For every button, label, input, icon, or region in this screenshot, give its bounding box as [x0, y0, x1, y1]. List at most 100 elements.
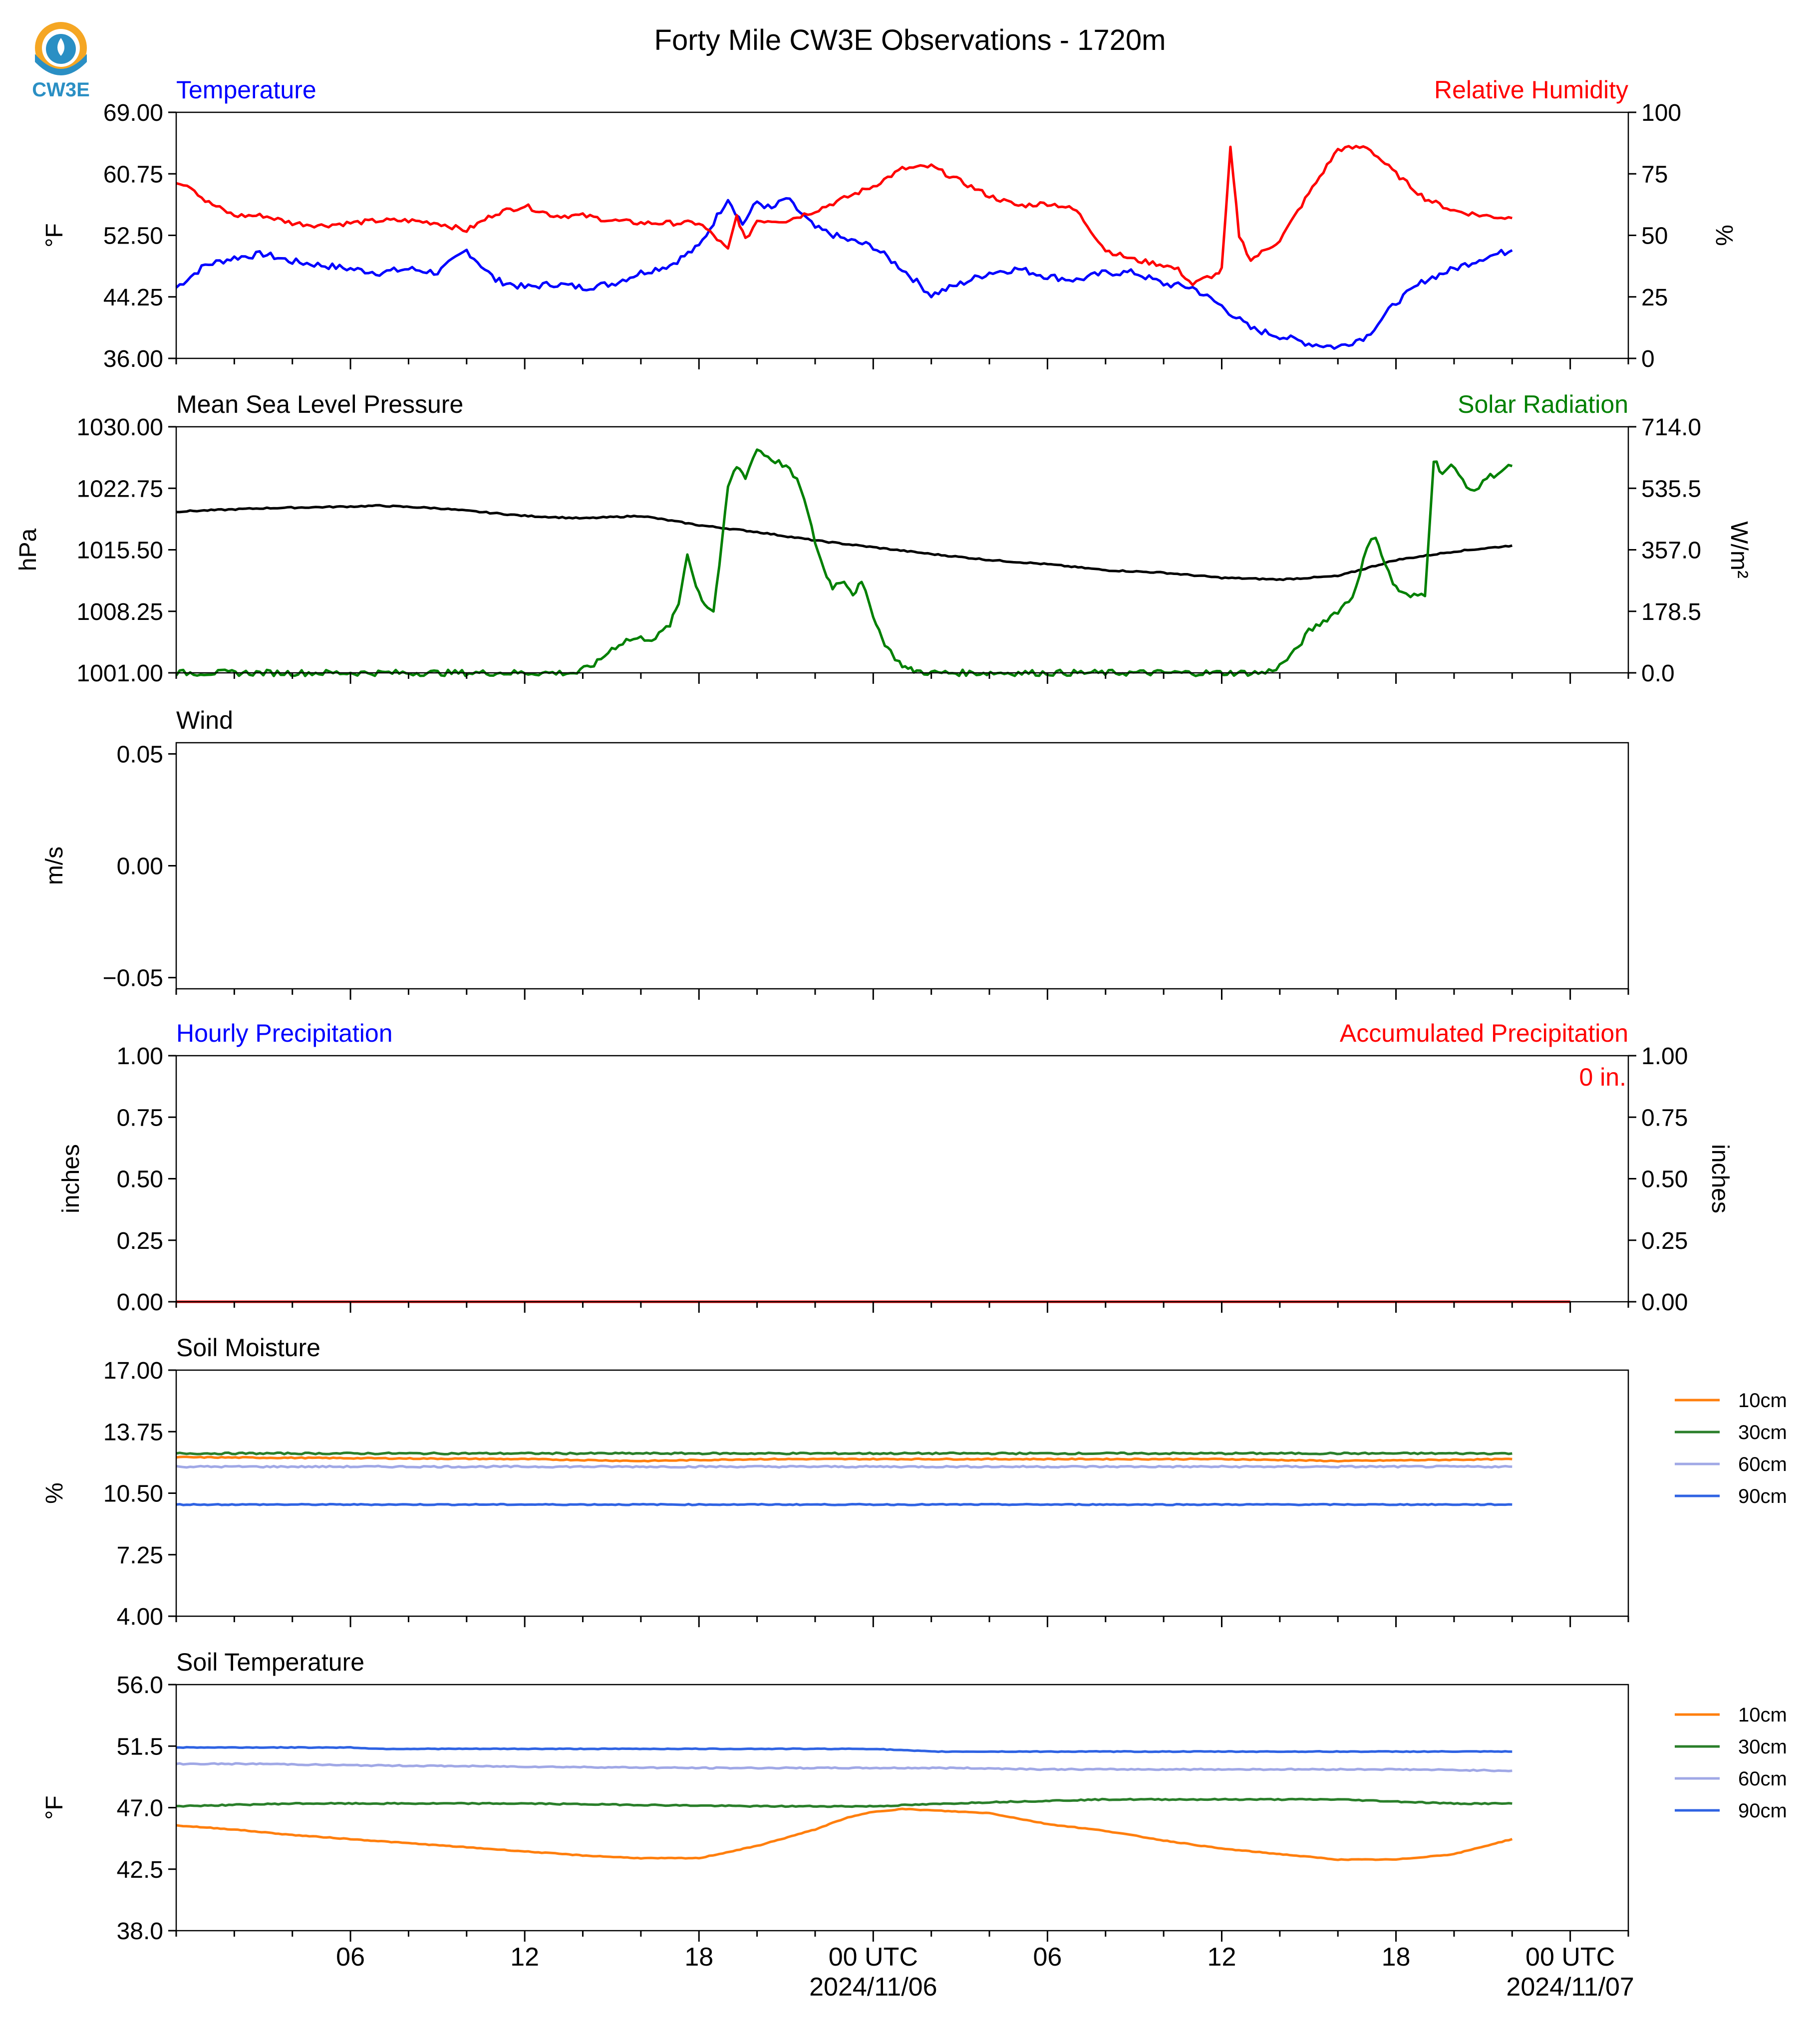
y-tick-label: 1008.25 — [76, 599, 163, 625]
x-tick-label: 00 UTC — [1525, 1943, 1615, 1972]
panel-5: Soil Moisture 17.00 13.75 10.50 7.25 4.00% 10c… — [41, 1334, 1787, 1630]
panel-frame — [175, 742, 1629, 990]
y-tick-label: 0.50 — [117, 1166, 163, 1193]
panels: Temperature Relative Humidity 69.00 60.75 52… — [15, 76, 1787, 1945]
y-right-axis-label: % — [1711, 225, 1737, 246]
series-line-solar — [175, 448, 1513, 677]
y-axis-label: inches — [58, 1144, 84, 1213]
y-right-tick-label: 535.5 — [1641, 476, 1701, 502]
x-tick-label: 12 — [1208, 1943, 1236, 1972]
series-line-pressure — [176, 504, 1513, 581]
y-right-tick-label: 100 — [1641, 100, 1681, 126]
panel-left-title: Soil Temperature — [176, 1648, 364, 1676]
panel-left-title: Mean Sea Level Pressure — [176, 390, 463, 418]
y-right-tick-label: 0.50 — [1641, 1166, 1688, 1193]
panel-frame — [175, 426, 1629, 674]
y-right-tick-label: 0.00 — [1641, 1289, 1688, 1316]
y-tick-label: 13.75 — [103, 1419, 163, 1446]
panel-left-title: Hourly Precipitation — [176, 1019, 393, 1047]
x-tick-label: 00 UTC — [829, 1943, 918, 1972]
series-line-soil_10 — [176, 1807, 1513, 1861]
legend-label: 30cm — [1738, 1736, 1787, 1758]
series-line-soil_30 — [176, 1451, 1513, 1455]
y-tick-label: 0.00 — [117, 1289, 163, 1316]
panel-frame — [175, 1684, 1629, 1932]
cw3e-logo: CW3E — [30, 19, 105, 109]
legend-label: 30cm — [1738, 1422, 1787, 1444]
y-tick-label: 1.00 — [117, 1043, 163, 1070]
y-tick-label: 47.0 — [117, 1795, 163, 1822]
series-line-soil_90 — [176, 1502, 1513, 1506]
series-line-humidity — [176, 145, 1513, 287]
y-tick-label: 0.25 — [117, 1228, 163, 1254]
panel-left-title: Wind — [176, 706, 233, 734]
y-right-tick-label: 714.0 — [1641, 414, 1701, 441]
y-tick-label: 7.25 — [117, 1542, 163, 1569]
x-tick-label: 12 — [510, 1943, 539, 1972]
y-tick-label: 0.75 — [117, 1105, 163, 1131]
series-line-temperature — [175, 197, 1513, 350]
x-date-label: 2024/11/07 — [1506, 1973, 1634, 2002]
y-tick-label: 1022.75 — [76, 476, 163, 502]
y-right-tick-label: 0 — [1641, 346, 1655, 372]
series-line-soil_30 — [176, 1797, 1513, 1808]
y-tick-label: 60.75 — [103, 161, 163, 188]
y-tick-label: 1001.00 — [76, 660, 163, 687]
panel-right-title: Relative Humidity — [1434, 76, 1628, 104]
y-right-tick-label: 50 — [1641, 223, 1668, 250]
series-line-soil_60 — [176, 1464, 1513, 1469]
y-axis-label: °F — [41, 1795, 68, 1820]
x-tick-label: 18 — [1382, 1943, 1411, 1972]
panel-right-title: Accumulated Precipitation — [1340, 1019, 1628, 1047]
panel-6: Soil Temperature 56.0 51.5 47.0 42.5 38.0 °F 10… — [41, 1648, 1787, 1945]
y-tick-label: 42.5 — [117, 1857, 163, 1883]
y-axis-label: hPa — [15, 528, 41, 571]
legend-label: 10cm — [1738, 1704, 1787, 1726]
x-tick-label: 06 — [336, 1943, 365, 1972]
y-tick-label: 69.00 — [103, 100, 163, 126]
panel-frame — [175, 1369, 1629, 1617]
y-tick-label: 36.00 — [103, 346, 163, 372]
y-tick-label: 17.00 — [103, 1358, 163, 1384]
panel-frame — [175, 1055, 1629, 1303]
y-tick-label: 38.0 — [117, 1918, 163, 1945]
y-right-tick-label: 0.0 — [1641, 660, 1675, 687]
y-axis-label: % — [41, 1482, 68, 1504]
panel-2: Mean Sea Level Pressure Solar Radiation 10… — [15, 390, 1752, 687]
y-right-axis-label: W/m² — [1726, 521, 1752, 579]
panel-4: Hourly Precipitation Accumulated Precipit… — [58, 1019, 1733, 1316]
panel-1: Temperature Relative Humidity 69.00 60.75 52… — [41, 76, 1737, 372]
legend-label: 90cm — [1738, 1485, 1787, 1507]
logo-emblem-icon: CW3E — [32, 22, 90, 101]
y-right-tick-label: 75 — [1641, 161, 1668, 188]
y-tick-label: −0.05 — [103, 965, 163, 992]
series-line-soil_90 — [176, 1745, 1513, 1753]
y-axis-label: m/s — [41, 847, 68, 885]
accumulated-total-label: 0 in. — [1579, 1063, 1626, 1091]
legend-label: 10cm — [1738, 1390, 1787, 1412]
x-date-label: 2024/11/06 — [809, 1973, 937, 2002]
y-tick-label: 1015.50 — [76, 538, 163, 564]
y-right-tick-label: 357.0 — [1641, 538, 1701, 564]
legend-label: 60cm — [1738, 1768, 1787, 1790]
x-tick-label: 18 — [684, 1943, 713, 1972]
y-tick-label: 51.5 — [117, 1734, 163, 1760]
y-tick-label: 10.50 — [103, 1481, 163, 1507]
series-line-soil_10 — [176, 1455, 1513, 1463]
y-tick-label: 0.00 — [117, 854, 163, 880]
y-tick-label: 0.05 — [117, 741, 163, 768]
y-tick-label: 44.25 — [103, 285, 163, 311]
y-right-tick-label: 1.00 — [1641, 1043, 1688, 1070]
y-tick-label: 4.00 — [117, 1604, 163, 1630]
y-tick-label: 52.50 — [103, 223, 163, 250]
y-right-tick-label: 0.25 — [1641, 1228, 1688, 1254]
panel-left-title: Soil Moisture — [176, 1334, 320, 1362]
panel-right-title: Solar Radiation — [1458, 390, 1628, 418]
legend-label: 90cm — [1738, 1800, 1787, 1822]
y-right-axis-label: inches — [1707, 1144, 1733, 1213]
y-tick-label: 1030.00 — [76, 414, 163, 441]
chart-title: Forty Mile CW3E Observations - 1720m — [654, 24, 1166, 56]
legend-label: 60cm — [1738, 1453, 1787, 1475]
